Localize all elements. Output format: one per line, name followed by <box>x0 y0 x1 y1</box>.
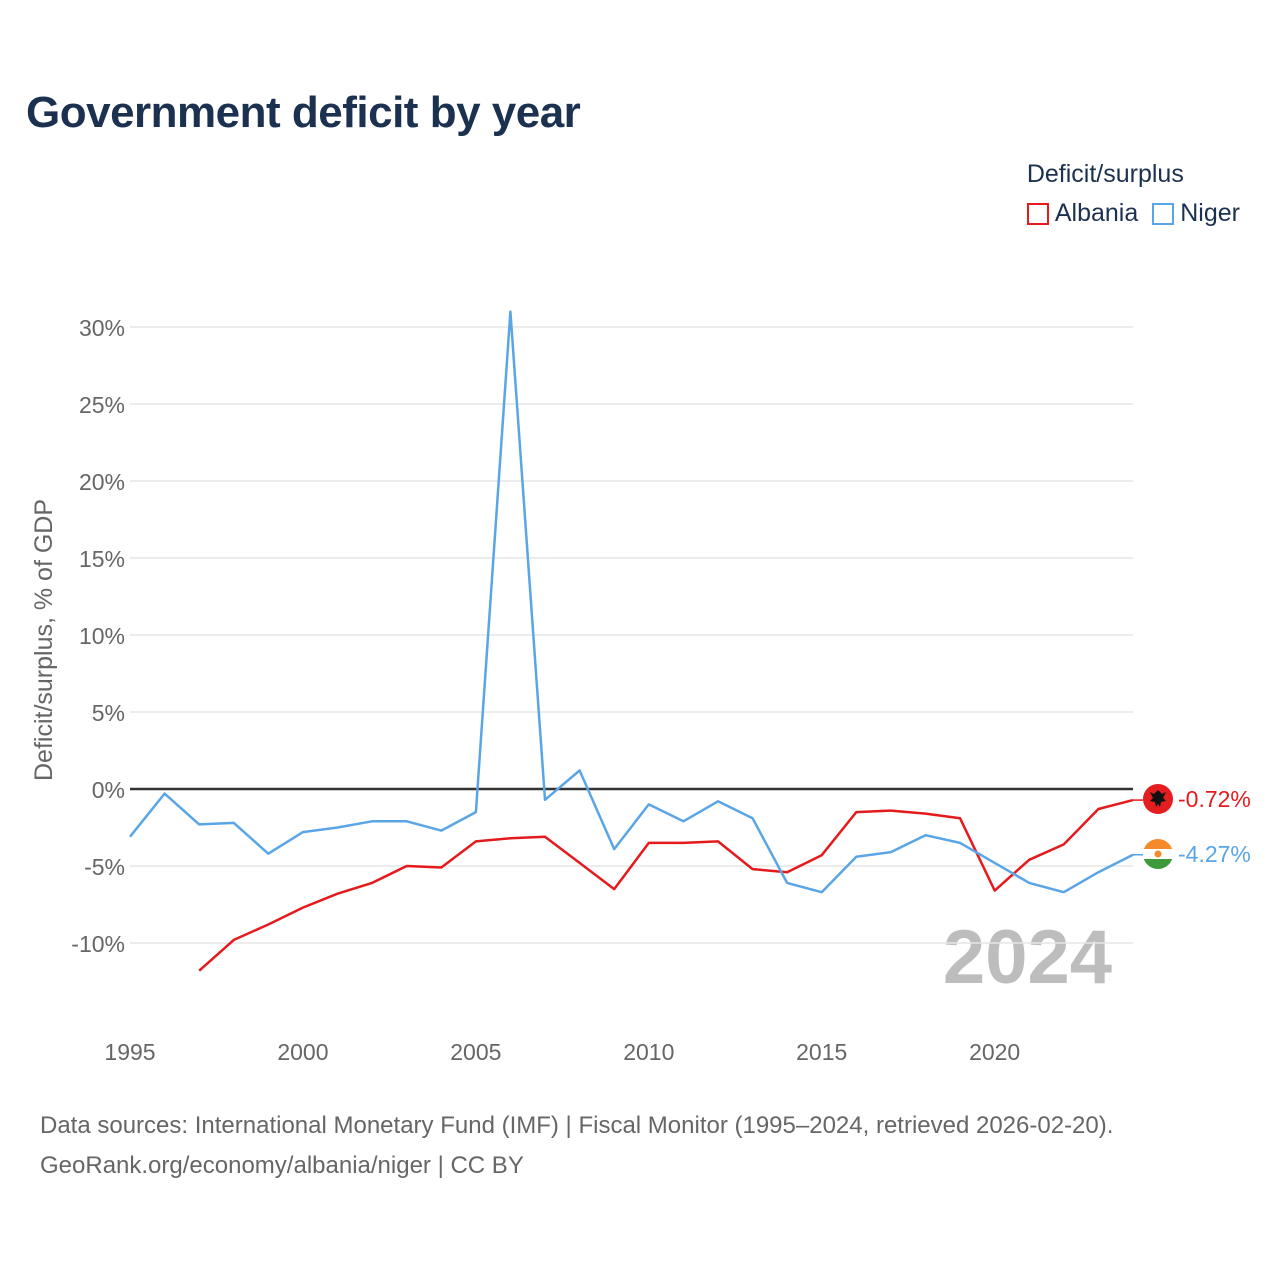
footer: Data sources: International Monetary Fun… <box>40 1106 1113 1186</box>
x-tick-label: 2020 <box>969 1039 1020 1065</box>
y-tick-label: -10% <box>71 931 125 957</box>
legend-label-niger: Niger <box>1180 199 1240 227</box>
legend-label-albania: Albania <box>1054 199 1139 227</box>
legend-item-albania[interactable]: Albania <box>1026 199 1139 228</box>
legend-title: Deficit/surplus <box>1026 160 1184 188</box>
y-axis-title: Deficit/surplus, % of GDP <box>30 499 58 781</box>
y-tick-label: 20% <box>79 469 125 495</box>
x-tick-label: 1995 <box>104 1039 155 1065</box>
year-watermark: 2024 <box>943 915 1112 1000</box>
x-tick-label: 2015 <box>796 1039 847 1065</box>
page-title: Government deficit by year <box>26 88 581 137</box>
niger-flag <box>1143 839 1173 869</box>
x-tick-label: 2000 <box>277 1039 328 1065</box>
y-tick-label: 30% <box>79 315 125 341</box>
legend-item-niger[interactable]: Niger <box>1152 199 1240 228</box>
end-label-albania: -0.72% <box>1178 786 1251 812</box>
x-tick-label: 2005 <box>450 1039 501 1065</box>
end-label-niger: -4.27% <box>1178 841 1251 867</box>
series-line-niger[interactable] <box>129 310 1134 894</box>
legend: Deficit/surplus Albania Niger <box>1026 160 1240 228</box>
series-line-albania[interactable] <box>198 798 1134 972</box>
legend-swatch-niger <box>1152 202 1175 225</box>
x-tick-label: 2010 <box>623 1039 674 1065</box>
attribution-link[interactable]: GeoRank.org/economy/albania/niger | CC B… <box>40 1152 524 1179</box>
y-tick-label: 5% <box>92 700 125 726</box>
y-tick-label: 10% <box>79 623 125 649</box>
y-tick-label: 15% <box>79 546 125 572</box>
data-sources: Data sources: International Monetary Fun… <box>40 1112 1114 1139</box>
y-tick-label: -5% <box>84 854 125 880</box>
y-tick-label: 25% <box>79 392 125 418</box>
y-tick-label: 0% <box>92 777 125 803</box>
legend-swatch-albania <box>1026 202 1049 225</box>
albania-flag <box>1143 784 1173 814</box>
